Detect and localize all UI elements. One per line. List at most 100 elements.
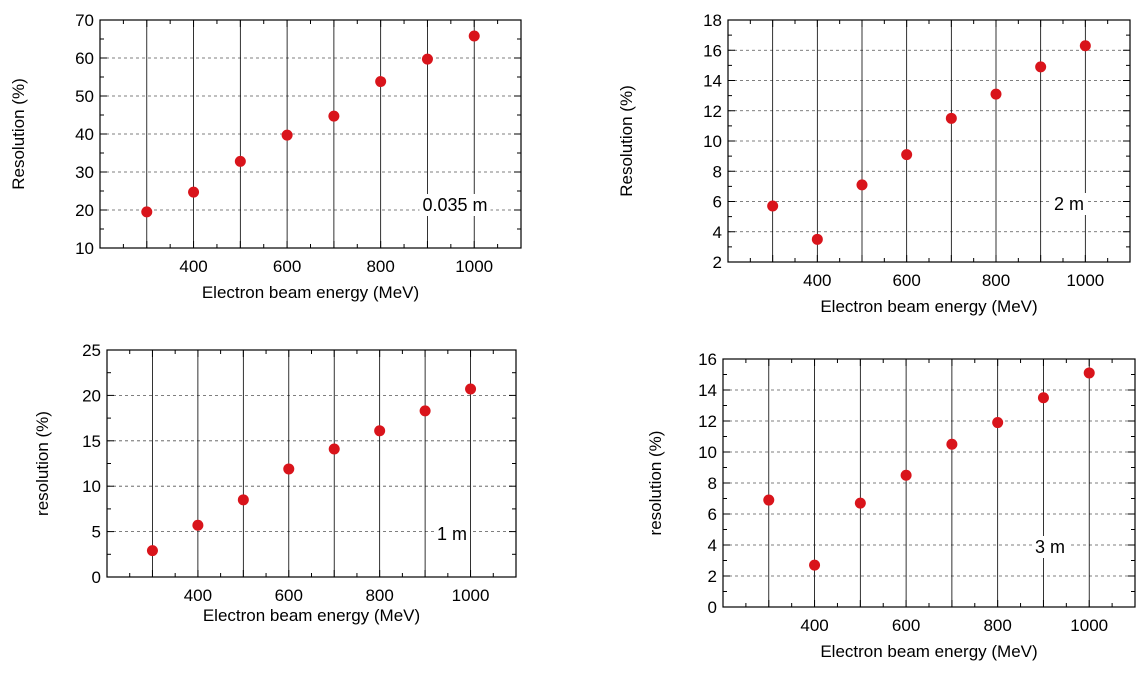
- data-point: [283, 463, 295, 475]
- y-tick-label: 16: [698, 350, 717, 369]
- data-point: [900, 469, 912, 481]
- annotation-backdrop: [1031, 536, 1069, 558]
- chart-2: 400 600 800 1000 2 4 6 8 10 12 14 16 18 Electron beam…: [617, 11, 1131, 316]
- data-point: [188, 186, 200, 198]
- y-tick-label: 10: [82, 477, 101, 496]
- y-axis-label: Resolution (%): [9, 78, 28, 190]
- annotation-backdrop: [1050, 193, 1088, 215]
- y-tick-label: 2: [708, 567, 717, 586]
- x-tick-label: 1000: [455, 257, 493, 276]
- plot-annotation: 1 m: [437, 524, 467, 544]
- x-tick-label: 600: [275, 586, 303, 605]
- y-tick-label: 10: [698, 443, 717, 462]
- y-tick-label: 10: [703, 132, 722, 151]
- y-tick-label: 5: [92, 523, 101, 542]
- data-point: [901, 149, 913, 161]
- data-point: [328, 110, 340, 122]
- y-tick-label: 12: [698, 412, 717, 431]
- plot-annotation: 0.035 m: [422, 195, 487, 215]
- x-axis-label: Electron beam energy (MeV): [202, 283, 419, 302]
- y-tick-label: 15: [82, 432, 101, 451]
- data-point: [421, 53, 433, 65]
- y-axis-label: resolution (%): [33, 411, 52, 516]
- data-point: [1037, 392, 1049, 404]
- y-tick-label: 6: [708, 505, 717, 524]
- data-point: [281, 129, 293, 141]
- data-point: [468, 30, 480, 42]
- chart-4: 400 600 800 1000 0 2 4 6 8 10 12 14 16 Electron beam …: [646, 350, 1136, 661]
- plot-annotation: 3 m: [1035, 537, 1065, 557]
- x-axis-label: Electron beam energy (MeV): [203, 606, 420, 625]
- x-tick-label: 400: [184, 586, 212, 605]
- y-tick-label: 40: [75, 125, 94, 144]
- data-point: [809, 559, 821, 571]
- data-point: [990, 88, 1002, 100]
- plot-annotation: 2 m: [1054, 194, 1084, 214]
- y-tick-label: 6: [713, 193, 722, 212]
- x-tick-label: 800: [983, 616, 1011, 635]
- y-tick-label: 8: [708, 474, 717, 493]
- x-axis-label: Electron beam energy (MeV): [820, 297, 1037, 316]
- data-point: [992, 417, 1004, 429]
- data-point: [328, 443, 340, 455]
- data-point: [465, 383, 477, 395]
- y-axis-label: resolution (%): [646, 431, 665, 536]
- data-point: [946, 438, 958, 450]
- y-tick-label: 20: [82, 386, 101, 405]
- x-tick-label: 1000: [1066, 271, 1104, 290]
- data-point: [763, 494, 775, 506]
- y-tick-label: 14: [703, 72, 722, 91]
- y-tick-label: 4: [708, 536, 717, 555]
- x-tick-label: 600: [892, 616, 920, 635]
- x-tick-label: 400: [803, 271, 831, 290]
- chart-1: 400 600 800 1000 10 20 30 40 50 60 70 Electron beam…: [9, 11, 522, 302]
- chart-3: 400 600 800 1000 0 5 10 15 20 25 Electron beam ene…: [33, 341, 517, 625]
- y-tick-label: 60: [75, 49, 94, 68]
- data-point: [146, 545, 158, 557]
- annotation-backdrop: [433, 523, 471, 545]
- y-tick-label: 18: [703, 11, 722, 30]
- data-point: [237, 494, 249, 506]
- y-tick-label: 70: [75, 11, 94, 30]
- data-point: [856, 179, 868, 191]
- y-tick-label: 16: [703, 41, 722, 60]
- y-tick-label: 14: [698, 381, 717, 400]
- x-tick-label: 600: [273, 257, 301, 276]
- x-tick-label: 1000: [1070, 616, 1108, 635]
- y-tick-label: 4: [713, 223, 722, 242]
- data-point: [1079, 40, 1091, 52]
- y-tick-label: 8: [713, 162, 722, 181]
- x-tick-label: 600: [892, 271, 920, 290]
- y-tick-label: 0: [92, 568, 101, 587]
- data-point: [1083, 367, 1095, 379]
- data-point: [419, 405, 431, 417]
- y-axis-label: Resolution (%): [617, 85, 636, 197]
- data-point: [945, 112, 957, 124]
- x-axis-label: Electron beam energy (MeV): [820, 642, 1037, 661]
- y-tick-label: 10: [75, 239, 94, 258]
- data-point: [374, 425, 386, 437]
- data-point: [192, 519, 204, 531]
- data-point: [141, 206, 153, 218]
- data-point: [767, 200, 779, 212]
- x-tick-label: 1000: [452, 586, 490, 605]
- data-point: [1035, 61, 1047, 73]
- data-point: [811, 233, 823, 245]
- x-tick-label: 400: [179, 257, 207, 276]
- y-tick-label: 2: [713, 253, 722, 272]
- y-tick-label: 0: [708, 598, 717, 617]
- annotation-backdrop: [419, 194, 491, 216]
- x-tick-label: 400: [800, 616, 828, 635]
- y-tick-label: 12: [703, 102, 722, 121]
- x-tick-label: 800: [366, 257, 394, 276]
- data-point: [375, 76, 387, 88]
- y-tick-label: 20: [75, 201, 94, 220]
- y-tick-label: 30: [75, 163, 94, 182]
- data-point: [234, 155, 246, 167]
- x-tick-label: 800: [982, 271, 1010, 290]
- y-tick-label: 50: [75, 87, 94, 106]
- x-tick-label: 800: [365, 586, 393, 605]
- y-tick-label: 25: [82, 341, 101, 360]
- data-point: [854, 497, 866, 509]
